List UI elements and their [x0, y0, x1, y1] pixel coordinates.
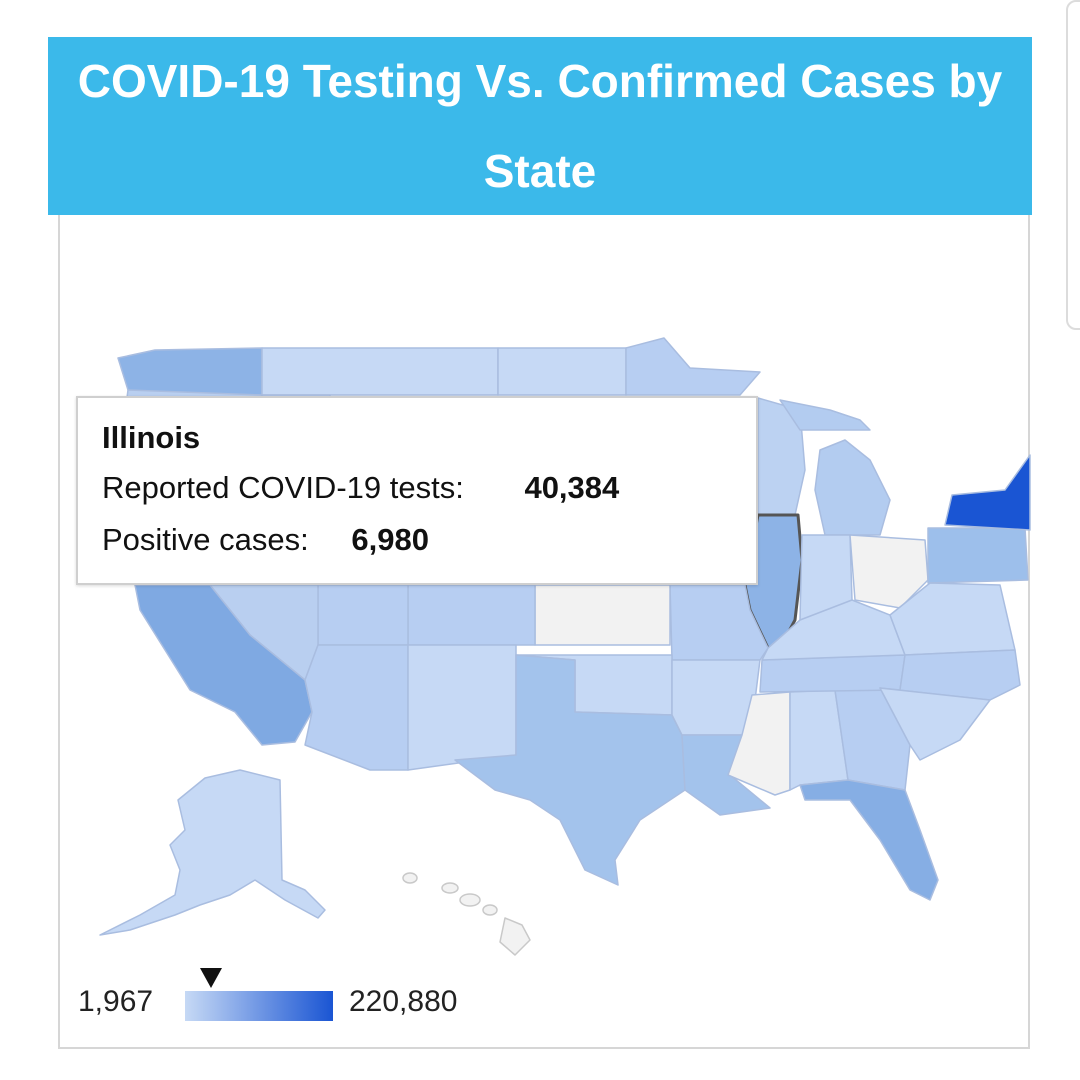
tooltip-state-name: Illinois	[102, 420, 201, 455]
state-new-york[interactable]	[944, 454, 1031, 531]
state-minnesota[interactable]	[625, 337, 761, 396]
state-texas[interactable]	[454, 654, 686, 886]
state-hawaii[interactable]	[402, 872, 531, 956]
state-north-dakota[interactable]	[497, 347, 627, 396]
legend-max-label: 220,880	[349, 985, 458, 1018]
state-michigan-upper[interactable]	[779, 399, 871, 431]
legend-color-scale	[185, 991, 333, 1021]
state-alaska[interactable]	[99, 769, 326, 936]
state-pennsylvania[interactable]	[927, 527, 1029, 584]
state-florida[interactable]	[799, 779, 939, 901]
state-kansas[interactable]	[534, 584, 671, 646]
state-ohio[interactable]	[849, 534, 929, 609]
state-montana[interactable]	[261, 347, 499, 396]
legend-value-marker-icon	[200, 968, 222, 988]
state-michigan[interactable]	[814, 439, 891, 536]
state-tooltip: Illinois Reported COVID-19 tests: 40,384…	[76, 396, 758, 585]
tooltip-tests-value: 40,384	[524, 470, 620, 505]
title-banner: COVID-19 Testing Vs. Confirmed Cases by …	[48, 37, 1032, 215]
tooltip-tests-label: Reported COVID-19 tests:	[102, 470, 464, 505]
tooltip-positive-label: Positive cases:	[102, 522, 309, 557]
tooltip-positive-row: Positive cases: 6,980	[102, 522, 429, 558]
state-virginia[interactable]	[889, 582, 1016, 656]
legend-min-label: 1,967	[78, 985, 154, 1018]
state-utah[interactable]	[317, 584, 409, 646]
state-tennessee[interactable]	[759, 654, 906, 693]
state-colorado[interactable]	[407, 584, 536, 646]
page-title: COVID-19 Testing Vs. Confirmed Cases by …	[77, 55, 1003, 197]
state-new-mexico[interactable]	[407, 644, 517, 771]
tooltip-positive-value: 6,980	[351, 522, 429, 557]
state-arizona[interactable]	[304, 644, 409, 771]
tooltip-tests-row: Reported COVID-19 tests: 40,384	[102, 470, 619, 506]
state-south-carolina[interactable]	[879, 687, 991, 761]
state-washington[interactable]	[117, 347, 263, 396]
scroll-edge	[1066, 0, 1080, 330]
state-california[interactable]	[134, 584, 313, 746]
